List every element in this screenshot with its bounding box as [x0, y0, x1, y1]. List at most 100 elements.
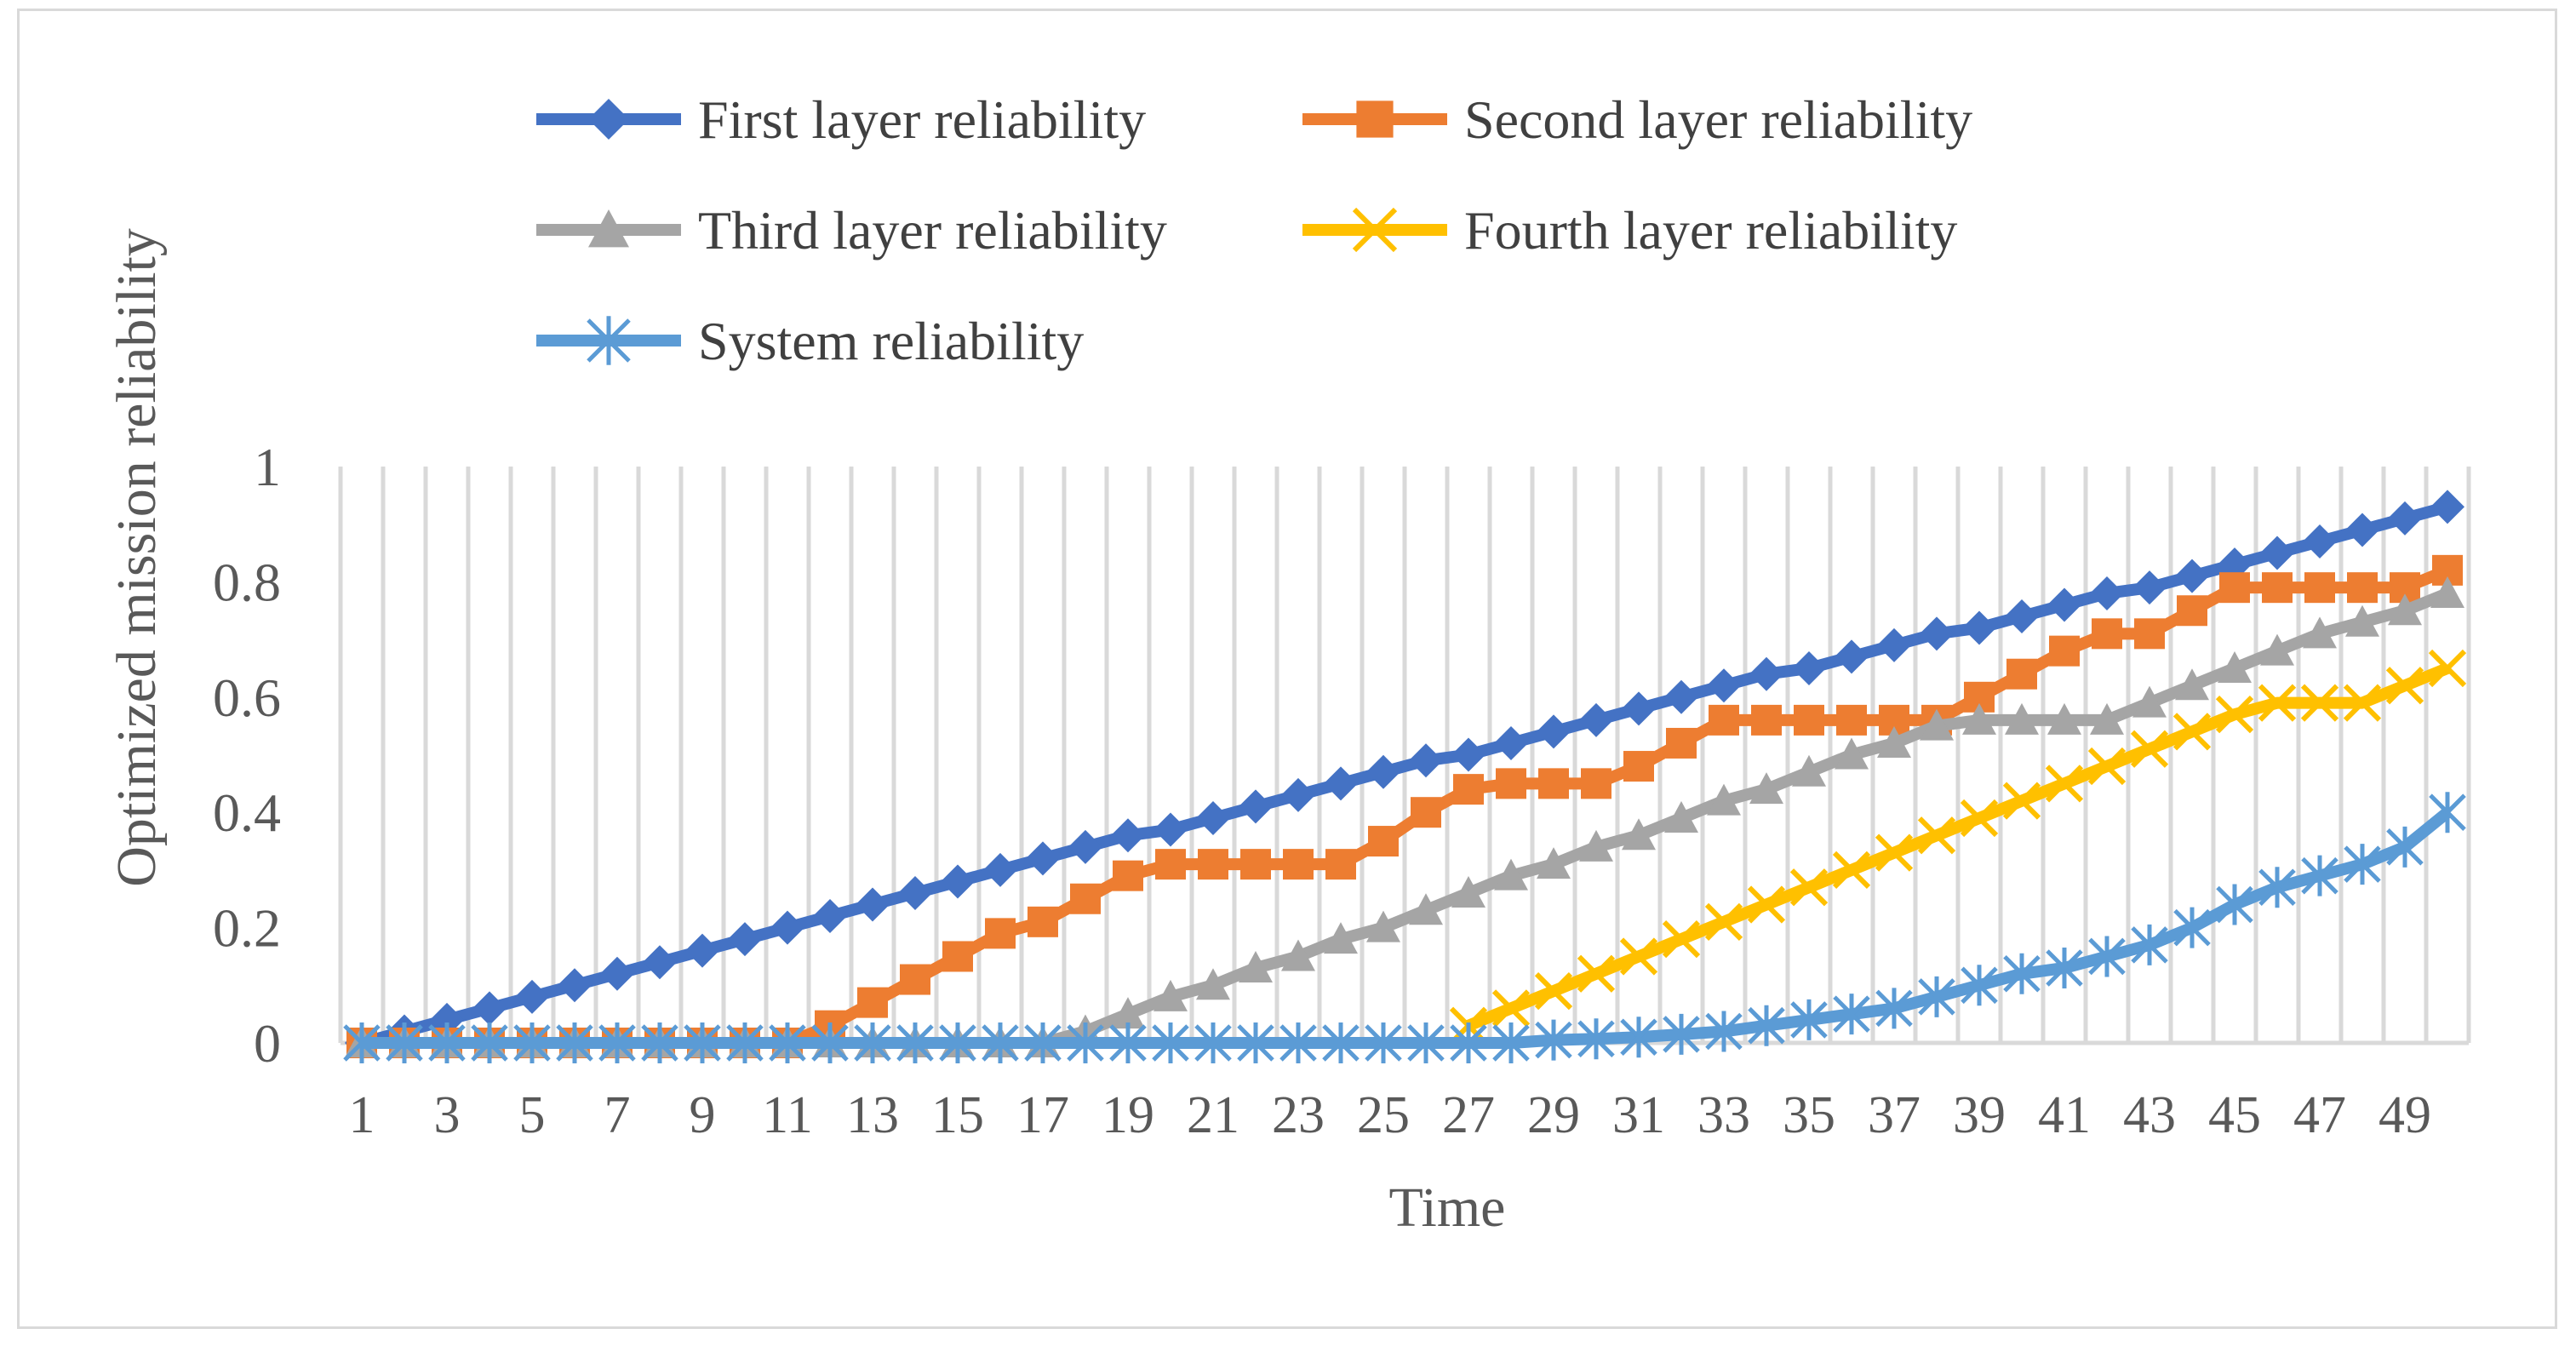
data-point-asterisk [1663, 1013, 1700, 1055]
data-point-diamond [983, 852, 1017, 887]
data-point-diamond [515, 979, 549, 1014]
x-tick-label: 39 [1953, 1086, 2006, 1144]
data-point-diamond [1920, 616, 1954, 651]
data-point-triangle [1749, 772, 1783, 805]
data-point-triangle [2090, 702, 2124, 735]
data-point-x [1747, 885, 1786, 924]
y-tick-label: 0.8 [213, 552, 281, 612]
data-point-diamond [2175, 558, 2209, 593]
series-line [1466, 662, 2450, 1032]
data-point-triangle [2388, 593, 2422, 626]
y-axis-title: Optimized mission reliability [106, 228, 168, 887]
data-point-asterisk [1109, 1022, 1147, 1063]
data-point-square [1666, 727, 1697, 759]
data-point-diamond [1451, 737, 1485, 772]
data-point-square [1113, 860, 1143, 891]
x-tick-label: 23 [1272, 1086, 1325, 1144]
legend-entry: System reliability [536, 311, 1084, 371]
data-point-x [2258, 684, 2297, 722]
data-point-asterisk [2344, 844, 2381, 885]
data-point-triangle [2218, 650, 2252, 683]
x-tick-label: 35 [1783, 1086, 1835, 1144]
data-point-square [942, 941, 973, 972]
chart-frame [17, 9, 2557, 1329]
data-point-asterisk [513, 1022, 551, 1063]
data-point-x [1534, 971, 1573, 1011]
data-point-asterisk [1152, 1022, 1189, 1063]
data-point-square [2006, 658, 2037, 690]
data-point-square [2347, 572, 2378, 604]
data-point-square [2262, 572, 2293, 604]
data-point-diamond [558, 968, 592, 1003]
data-point-asterisk [2003, 953, 2041, 994]
data-point-diamond [813, 899, 847, 934]
x-tick-label: 5 [519, 1086, 546, 1144]
data-point-square [2219, 572, 2250, 604]
data-point-x [1619, 937, 1658, 976]
x-tick-label: 49 [2379, 1086, 2431, 1144]
data-point-triangle [2260, 633, 2294, 666]
data-point-diamond [1579, 702, 1613, 737]
data-point-asterisk [982, 1022, 1019, 1063]
data-point-asterisk [1875, 988, 1913, 1029]
data-point-diamond [2430, 490, 2464, 524]
data-point-x [2428, 649, 2467, 688]
x-tick-label: 9 [690, 1086, 716, 1144]
data-point-diamond [2388, 501, 2422, 536]
data-point-diamond [898, 875, 932, 910]
x-tick-label: 7 [604, 1086, 631, 1144]
data-point-triangle [1877, 725, 1911, 758]
data-point-square [900, 964, 930, 995]
data-point-square [2092, 618, 2122, 650]
data-point-diamond [643, 945, 677, 980]
data-point-diamond [2132, 570, 2167, 605]
data-point-triangle [1366, 910, 1400, 942]
data-point-asterisk [854, 1022, 891, 1063]
legend-entry: Second layer reliability [1302, 89, 1972, 150]
data-point-asterisk [1194, 1022, 1232, 1063]
data-point-triangle [1962, 702, 1996, 735]
data-point-diamond [1239, 789, 1273, 824]
data-point-square [985, 918, 1016, 949]
data-point-diamond [2090, 576, 2124, 610]
data-point-asterisk [1450, 1022, 1487, 1063]
data-point-diamond [1792, 650, 1826, 685]
data-point-asterisk [1322, 1022, 1360, 1063]
data-point-triangle [1494, 858, 1528, 891]
data-point-triangle [1537, 847, 1571, 879]
data-point-square [1623, 751, 1654, 782]
data-point-square [1356, 100, 1394, 138]
data-point-x [1789, 868, 1829, 907]
data-point-triangle [2047, 702, 2081, 735]
data-point-asterisk [2301, 855, 2338, 896]
data-point-diamond [1281, 777, 1315, 812]
data-point-triangle [2005, 702, 2039, 735]
data-point-x [1491, 989, 1531, 1028]
data-point-triangle [1622, 818, 1656, 851]
data-point-asterisk [726, 1022, 764, 1063]
data-point-triangle [1324, 922, 1358, 954]
data-point-asterisk [598, 1022, 636, 1063]
data-point-asterisk [556, 1022, 593, 1063]
data-point-diamond [1409, 743, 1443, 778]
data-point-asterisk [1535, 1019, 1572, 1061]
data-point-diamond [1153, 812, 1188, 847]
legend-entry: Third layer reliability [536, 200, 1167, 261]
data-point-triangle [1579, 829, 1613, 862]
data-point-asterisk [471, 1022, 508, 1063]
x-tick-label: 43 [2123, 1086, 2176, 1144]
data-point-x [1352, 207, 1398, 253]
legend-label: Fourth layer reliability [1464, 200, 1957, 261]
data-point-asterisk [1024, 1022, 1062, 1063]
data-point-asterisk [2173, 907, 2211, 948]
data-point-diamond [1324, 766, 1358, 801]
data-point-square [1751, 704, 1782, 736]
data-point-square [1496, 768, 1526, 799]
x-tick-label: 11 [762, 1086, 813, 1144]
data-point-square [1155, 849, 1186, 880]
data-point-asterisk [1961, 965, 1998, 1006]
data-point-asterisk [2216, 884, 2253, 925]
data-point-triangle [2345, 604, 2379, 637]
data-point-diamond [588, 99, 629, 140]
data-point-diamond [1111, 818, 1145, 853]
